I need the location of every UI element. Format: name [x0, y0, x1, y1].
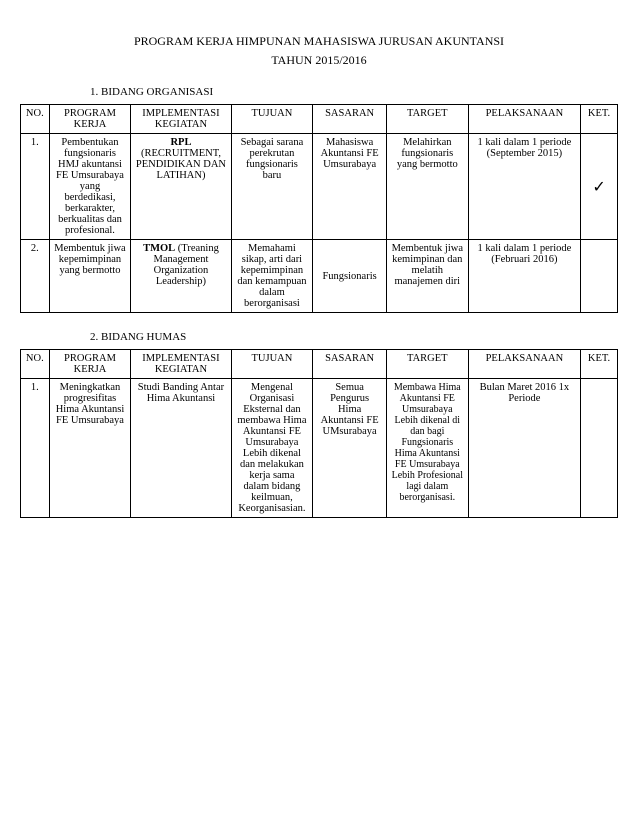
table-header-row: NO. PROGRAM KERJA IMPLEMENTASI KEGIATAN … — [21, 350, 618, 379]
col-pelak: PELAKSANAAN — [468, 105, 580, 134]
col-program: PROGRAM KERJA — [49, 105, 131, 134]
cell-sasaran: Fungsionaris — [313, 240, 387, 313]
cell-tujuan: Mengenal Organisasi Eksternal dan membaw… — [231, 379, 313, 518]
cell-ket — [581, 379, 618, 518]
cell-target: Membentuk jiwa kemimpinan dan melatih ma… — [386, 240, 468, 313]
section-heading-1: 1. BIDANG ORGANISASI — [90, 86, 618, 98]
cell-pelak: 1 kali dalam 1 periode (September 2015) — [468, 134, 580, 240]
checkmark-icon: ✓ — [592, 179, 605, 196]
cell-impl: RPL (RECRUITMENT, PENDIDIKAN DAN LATIHAN… — [131, 134, 231, 240]
impl-bold: TMOL — [143, 243, 175, 254]
cell-sasaran: Mahasiswa Akuntansi FE Umsurabaya — [313, 134, 387, 240]
col-program: PROGRAM KERJA — [49, 350, 131, 379]
impl-bold: RPL — [170, 137, 191, 148]
cell-ket: ✓ — [581, 134, 618, 240]
col-tujuan: TUJUAN — [231, 105, 313, 134]
table-humas: NO. PROGRAM KERJA IMPLEMENTASI KEGIATAN … — [20, 349, 618, 518]
cell-impl: Studi Banding Antar Hima Akuntansi — [131, 379, 231, 518]
cell-program: Pembentukan fungsionaris HMJ akuntansi F… — [49, 134, 131, 240]
col-ket: KET. — [581, 350, 618, 379]
doc-title-line2: TAHUN 2015/2016 — [20, 53, 618, 68]
col-no: NO. — [21, 105, 50, 134]
impl-rest: (RECRUITMENT, PENDIDIKAN DAN LATIHAN) — [136, 148, 226, 181]
col-sasaran: SASARAN — [313, 350, 387, 379]
table-row: 1. Meningkatkan progresifitas Hima Akunt… — [21, 379, 618, 518]
col-target: TARGET — [386, 350, 468, 379]
cell-program: Meningkatkan progresifitas Hima Akuntans… — [49, 379, 131, 518]
doc-title-line1: PROGRAM KERJA HIMPUNAN MAHASISWA JURUSAN… — [20, 34, 618, 49]
col-sasaran: SASARAN — [313, 105, 387, 134]
section-heading-2: 2. BIDANG HUMAS — [90, 331, 618, 343]
cell-no: 1. — [21, 134, 50, 240]
cell-target: Melahirkan fungsionaris yang bermotto — [386, 134, 468, 240]
cell-no: 2. — [21, 240, 50, 313]
col-impl: IMPLEMENTASI KEGIATAN — [131, 105, 231, 134]
col-tujuan: TUJUAN — [231, 350, 313, 379]
col-pelak: PELAKSANAAN — [468, 350, 580, 379]
col-target: TARGET — [386, 105, 468, 134]
cell-target: Membawa Hima Akuntansi FE Umsurabaya Leb… — [386, 379, 468, 518]
col-impl: IMPLEMENTASI KEGIATAN — [131, 350, 231, 379]
cell-pelak: 1 kali dalam 1 periode (Februari 2016) — [468, 240, 580, 313]
col-ket: KET. — [581, 105, 618, 134]
cell-tujuan: Sebagai sarana perekrutan fungsionaris b… — [231, 134, 313, 240]
impl-rest: Studi Banding Antar Hima Akuntansi — [138, 382, 224, 404]
table-organisasi: NO. PROGRAM KERJA IMPLEMENTASI KEGIATAN … — [20, 104, 618, 313]
cell-no: 1. — [21, 379, 50, 518]
col-no: NO. — [21, 350, 50, 379]
cell-impl: TMOL (Treaning Management Organization L… — [131, 240, 231, 313]
table-row: 2. Membentuk jiwa kepemimpinan yang berm… — [21, 240, 618, 313]
cell-sasaran: Semua Pengurus Hima Akuntansi FE UMsurab… — [313, 379, 387, 518]
cell-pelak: Bulan Maret 2016 1x Periode — [468, 379, 580, 518]
cell-tujuan: Memahami sikap, arti dari kepemimpinan d… — [231, 240, 313, 313]
table-header-row: NO. PROGRAM KERJA IMPLEMENTASI KEGIATAN … — [21, 105, 618, 134]
cell-ket — [581, 240, 618, 313]
table-row: 1. Pembentukan fungsionaris HMJ akuntans… — [21, 134, 618, 240]
cell-program: Membentuk jiwa kepemimpinan yang bermott… — [49, 240, 131, 313]
